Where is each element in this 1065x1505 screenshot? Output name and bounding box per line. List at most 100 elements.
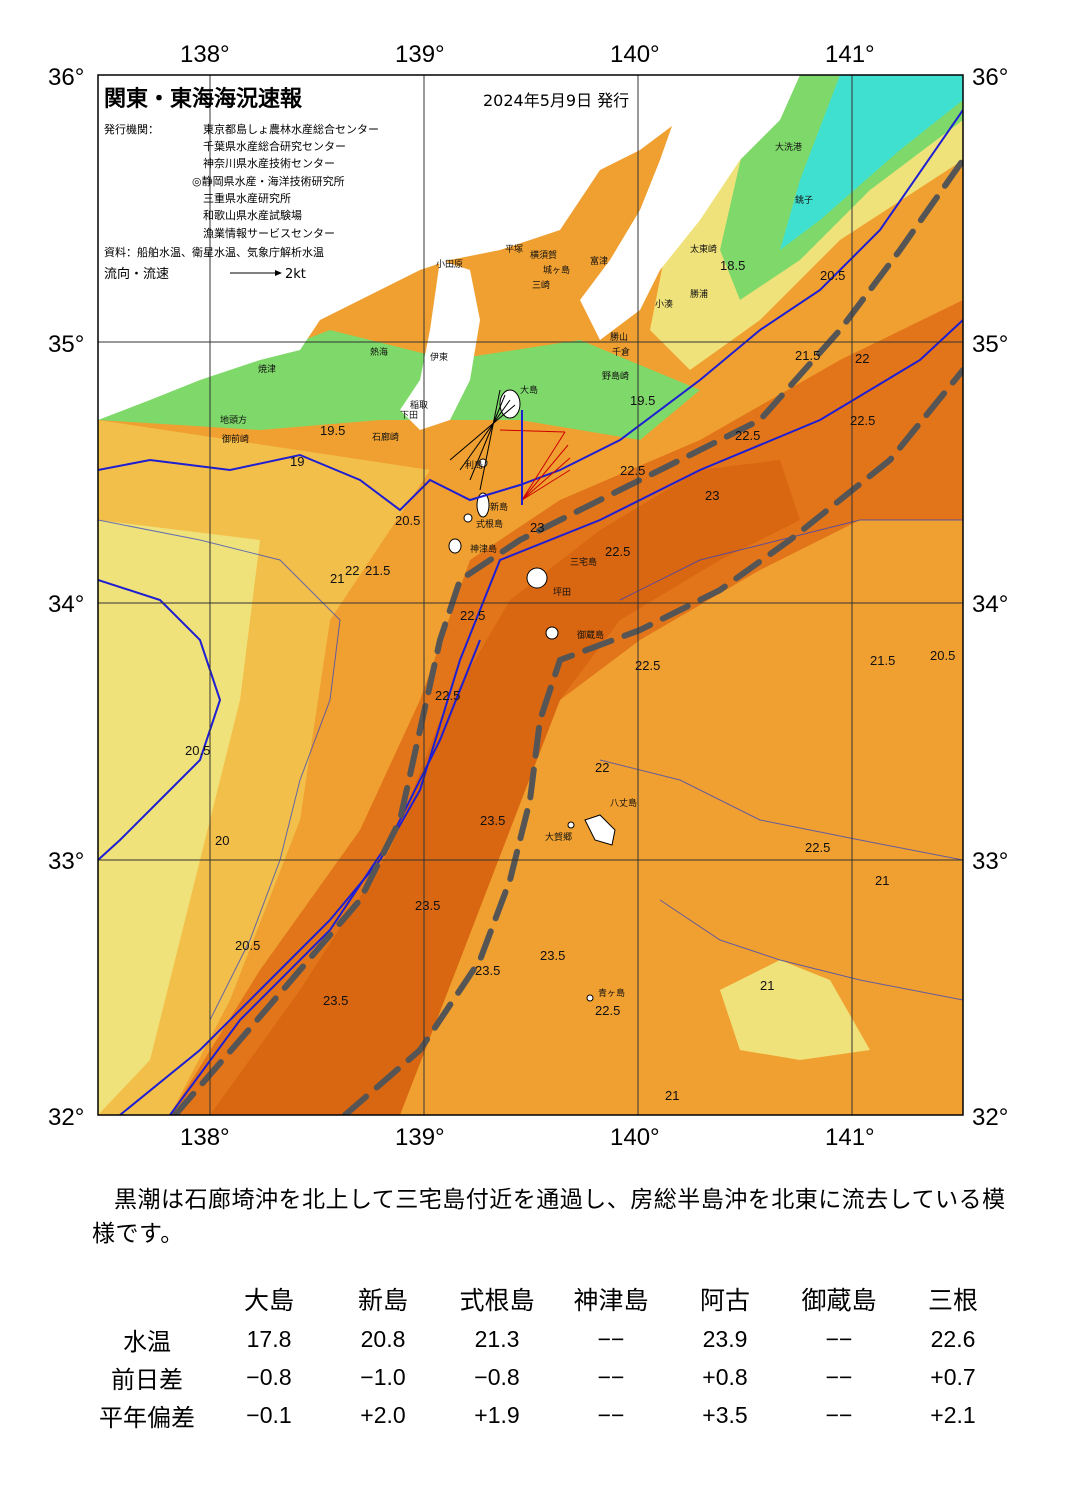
field-18-ne [780, 75, 963, 250]
place-name: 千倉 [612, 346, 630, 358]
place-name: 御前崎 [222, 433, 249, 445]
lat-label-left: 34° [48, 591, 84, 618]
cell: −0.8 [246, 1363, 292, 1390]
place-name: 横須賀 [530, 249, 557, 261]
cell: −1.0 [360, 1363, 406, 1390]
contour-label: 20.5 [930, 648, 955, 663]
cell: 21.3 [474, 1325, 520, 1352]
contour-label: 23 [530, 520, 544, 535]
map-header: 関東・東海海況速報 2024年5月9日 発行 発行機関： 東京都島しょ農林水産総… [104, 86, 629, 282]
issuer: 神奈川県水産技術センター [203, 156, 335, 170]
place-name: 大洗港 [775, 141, 802, 153]
place-name: 平塚 [505, 244, 523, 255]
contour-label: 20.5 [185, 743, 210, 758]
lon-label-top: 139° [395, 41, 445, 68]
summary-paragraph: 黒潮は石廊埼沖を北上して三宅島付近を通過し、房総半島沖を北東に流去している模様で… [92, 1187, 1006, 1247]
axis-labels: 138° 139° 140° 141° 138° 139° 140° 141° … [48, 41, 1008, 1151]
cell: +0.8 [702, 1363, 748, 1390]
lon-label-top: 141° [825, 41, 875, 68]
kozushima-island [448, 538, 462, 554]
place-name: 三崎 [532, 279, 550, 291]
issuer: 三重県水産研究所 [203, 191, 291, 205]
cell: −− [825, 1325, 853, 1352]
field-235 [210, 460, 800, 1115]
cell: +0.7 [930, 1363, 976, 1390]
contour-label: 21 [875, 873, 889, 888]
issuer-label: 発行機関： [104, 122, 159, 136]
place-name: 太東崎 [690, 243, 717, 255]
place-name: 勝山 [610, 331, 628, 343]
contour-label: 20 [215, 833, 229, 848]
cell: −0.8 [474, 1363, 520, 1390]
contour-label: 21.5 [365, 563, 390, 578]
contour-label: 22 [855, 351, 869, 366]
contour-label: 23.5 [415, 898, 440, 913]
place-name: 大島 [520, 384, 538, 396]
contour-label: 22.5 [805, 840, 830, 855]
field-19-coast [98, 330, 700, 440]
lat-label-left: 33° [48, 848, 84, 875]
field-20-se [720, 960, 870, 1060]
lon-label-bottom: 141° [825, 1124, 875, 1151]
cell: −− [597, 1401, 625, 1428]
contour-label: 21 [330, 571, 344, 586]
miyakejima-island [526, 567, 548, 589]
place-name: 小湊 [655, 298, 673, 310]
contour-label: 19.5 [630, 393, 655, 408]
issuer: 和歌山県水産試験場 [203, 208, 302, 222]
col-header: 大島 [243, 1286, 294, 1315]
row-label: 平年偏差 [99, 1403, 195, 1432]
lon-label-top: 138° [180, 41, 230, 68]
contour-label: 22.5 [435, 688, 460, 703]
place-name: 利島 [465, 459, 483, 471]
cell: +3.5 [702, 1401, 748, 1428]
lon-label-bottom: 138° [180, 1124, 230, 1151]
contour-label: 20.5 [235, 938, 260, 953]
table-row: 平年偏差 −0.1 +2.0 +1.9 −− +3.5 −− +2.1 [82, 1396, 1010, 1434]
flow-vectors-black [449, 389, 516, 491]
cell: −− [597, 1363, 625, 1390]
cell: +2.1 [930, 1401, 976, 1428]
col-header: 神津島 [573, 1286, 649, 1315]
row-label: 水温 [123, 1327, 171, 1356]
cell: +1.9 [474, 1401, 520, 1428]
land-izu-peninsula [400, 260, 480, 430]
place-name: 伊東 [430, 351, 448, 363]
cell: −− [825, 1363, 853, 1390]
contour-label: 19.5 [320, 423, 345, 438]
contour-label: 22.5 [635, 658, 660, 673]
place-name: 青ヶ島 [598, 987, 625, 999]
place-name: 新島 [490, 501, 508, 513]
place-name: 石廊崎 [372, 431, 399, 443]
map-frame [97, 74, 964, 1116]
mikurajima-island [545, 626, 559, 640]
lat-label-right: 35° [972, 331, 1008, 358]
cell: +2.0 [360, 1401, 406, 1428]
kohachijo-island [567, 821, 575, 829]
place-name: 小田原 [436, 259, 463, 270]
cell: −0.1 [246, 1401, 292, 1428]
place-name-group: 大島 利島 新島 式根島 神津島 三宅島 坪田 御蔵島 八丈島 大賀郷 青ヶ島 … [220, 141, 813, 999]
land-honshu [98, 75, 700, 420]
cell: 20.8 [360, 1325, 406, 1352]
niijima-island [476, 492, 490, 518]
data-sources: 資料：船舶水温、衛星水温、気象庁解析水温 [104, 245, 324, 259]
lat-label-left: 35° [48, 331, 84, 358]
place-name: 坪田 [553, 587, 571, 598]
oshima-island [499, 389, 521, 419]
kuroshio-axis [172, 157, 963, 1115]
place-name: 式根島 [476, 518, 503, 530]
place-name: 熱海 [370, 346, 388, 358]
contour-label: 22.5 [595, 1003, 620, 1018]
contour-label: 22 [595, 760, 609, 775]
contour-label: 22.5 [850, 413, 875, 428]
contour-label: 19 [290, 454, 304, 469]
lon-label-bottom: 140° [610, 1124, 660, 1151]
lon-label-top: 140° [610, 41, 660, 68]
contour-label-group: 19.5 19 20.5 21 22 21.5 22.5 22.5 23 22.… [185, 258, 955, 1103]
place-name: 八丈島 [610, 797, 637, 809]
contour-label: 20.5 [820, 268, 845, 283]
land-boso [580, 75, 800, 340]
contour-label: 21.5 [870, 653, 895, 668]
